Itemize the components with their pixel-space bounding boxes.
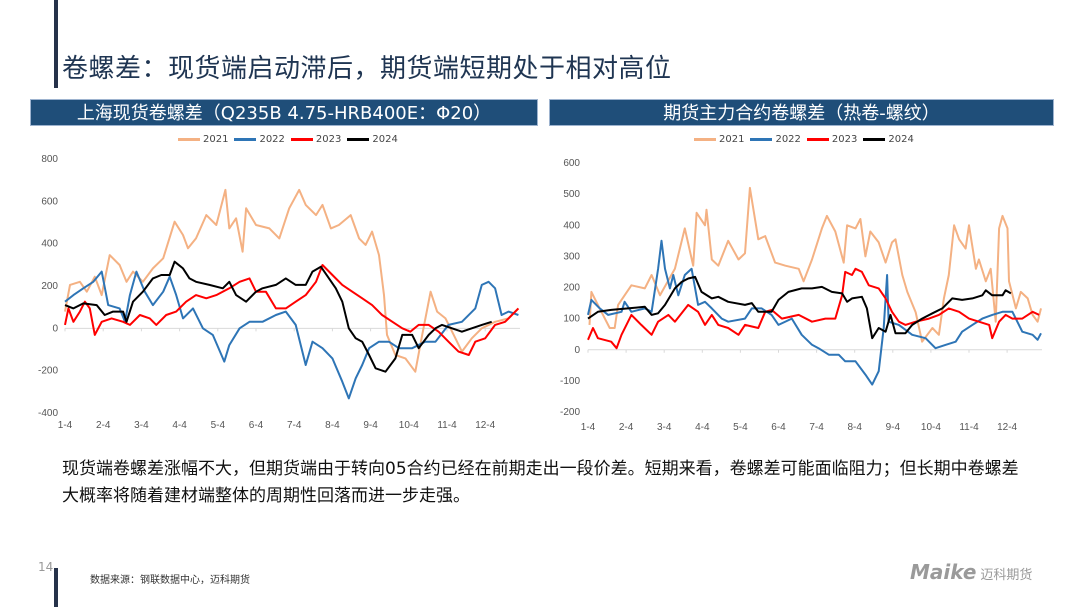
series-line-2022 — [587, 239, 1042, 386]
series-line-2022 — [64, 270, 519, 400]
x-tick-label: 1-4 — [581, 422, 596, 433]
x-tick-label: 10-4 — [399, 420, 419, 431]
legend-item-2021: 2021 — [178, 134, 228, 145]
x-tick-label: 7-4 — [287, 420, 302, 431]
logo-wordmark: Maike — [910, 560, 977, 584]
y-tick-label: 600 — [563, 158, 580, 169]
legend-label: 2022 — [259, 134, 285, 145]
x-tick-label: 6-4 — [771, 422, 786, 433]
top-accent-bar — [54, 0, 58, 88]
y-tick-label: -400 — [38, 408, 58, 419]
y-tick-label: 100 — [563, 314, 580, 325]
y-tick-label: 400 — [563, 220, 580, 231]
x-tick-label: 9-4 — [886, 422, 901, 433]
legend-item-2024: 2024 — [863, 134, 914, 145]
series-line-2024 — [64, 260, 492, 373]
x-tick-label: 8-4 — [325, 420, 340, 431]
y-tick-label: 600 — [41, 196, 58, 207]
y-tick-label: 800 — [41, 154, 58, 165]
x-tick-label: 4-4 — [695, 422, 710, 433]
y-tick-label: -100 — [560, 376, 580, 387]
y-tick-label: 300 — [563, 251, 580, 262]
series-line-2021 — [588, 186, 1042, 343]
x-tick-label: 8-4 — [847, 422, 862, 433]
y-tick-label: 200 — [41, 281, 58, 292]
x-tick-label: 3-4 — [134, 420, 149, 431]
x-tick-label: 6-4 — [249, 420, 264, 431]
x-tick-label: 12-4 — [475, 420, 495, 431]
legend-label: 2021 — [719, 134, 745, 145]
y-tick-label: -200 — [560, 407, 580, 418]
series-line-2021 — [64, 188, 520, 373]
logo-chinese: 迈科期货 — [980, 568, 1033, 583]
maike-logo: Maike 迈科期货 — [910, 560, 1032, 584]
bottom-accent-bar — [54, 568, 58, 607]
left-chart-title: 上海现货卷螺差（Q235B 4.75-HRB400E：Φ20） — [30, 99, 538, 126]
x-tick-label: 4-4 — [172, 420, 187, 431]
x-tick-label: 11-4 — [959, 422, 979, 433]
series-line-2024 — [587, 275, 1012, 340]
page-number: 14 — [38, 560, 54, 574]
x-tick-label: 5-4 — [211, 420, 226, 431]
x-tick-label: 10-4 — [921, 422, 941, 433]
y-tick-label: 0 — [574, 345, 580, 356]
slide-title: 卷螺差：现货端启动滞后，期货端短期处于相对高位 — [62, 54, 672, 84]
x-tick-label: 11-4 — [437, 420, 457, 431]
series-line-2023 — [64, 264, 520, 356]
y-tick-label: 0 — [52, 323, 58, 334]
y-tick-label: 200 — [563, 283, 580, 294]
legend-label: 2022 — [775, 134, 801, 145]
legend-item-2023: 2023 — [806, 134, 858, 145]
legend-item-2021: 2021 — [694, 134, 744, 145]
commentary-paragraph: 现货端卷螺差涨幅不大，但期货端由于转向05合约已经在前期走出一段价差。短期来看，… — [62, 459, 1019, 506]
legend-item-2024: 2024 — [347, 134, 398, 145]
y-tick-label: 400 — [41, 239, 58, 250]
legend-label: 2023 — [831, 134, 858, 145]
right-legend: 2021 2022 2023 2024 — [694, 134, 914, 145]
y-tick-label: -200 — [38, 366, 58, 377]
x-tick-label: 7-4 — [809, 422, 824, 433]
x-tick-label: 2-4 — [96, 420, 111, 431]
legend-label: 2024 — [888, 134, 914, 145]
legend-label: 2023 — [315, 134, 342, 145]
x-tick-label: 12-4 — [997, 422, 1017, 433]
x-tick-label: 9-4 — [363, 420, 378, 431]
right-chart-title: 期货主力合约卷螺差（热卷-螺纹） — [549, 99, 1054, 126]
data-source: 数据来源：钢联数据中心，迈科期货 — [90, 575, 250, 586]
x-tick-label: 2-4 — [619, 422, 634, 433]
legend-label: 2021 — [203, 134, 229, 145]
x-tick-label: 1-4 — [58, 420, 73, 431]
series-line-2023 — [587, 267, 1040, 350]
x-tick-label: 3-4 — [657, 422, 672, 433]
legend-item-2023: 2023 — [290, 134, 342, 145]
x-tick-label: 5-4 — [733, 422, 748, 433]
y-tick-label: 500 — [563, 189, 580, 200]
legend-label: 2024 — [372, 134, 398, 145]
legend-item-2022: 2022 — [750, 134, 801, 145]
legend-item-2022: 2022 — [234, 134, 285, 145]
left-legend: 2021 2022 2023 2024 — [178, 134, 398, 145]
